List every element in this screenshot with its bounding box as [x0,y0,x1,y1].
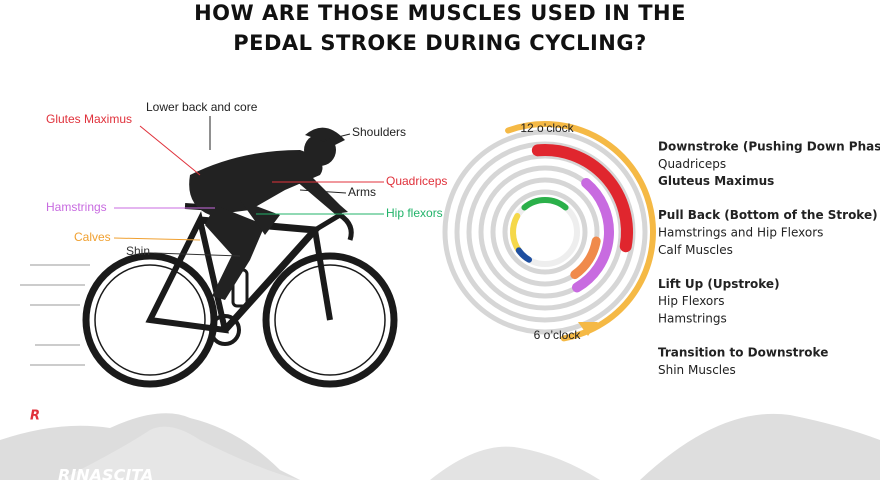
leader-line [139,125,201,176]
phase-item: Calf Muscles [658,243,733,257]
activity-arcs [505,121,656,342]
mountain [430,446,600,480]
speed-lines [20,264,90,366]
muscle-label: Arms [348,185,376,199]
arc [521,197,569,211]
brand: RINASCITA [58,466,153,480]
rider [189,127,348,300]
phase-item: Shin Muscles [658,363,736,377]
arc [572,177,614,293]
phase-item: Hip Flexors [658,294,724,308]
phase-item: Hamstrings and Hip Flexors [658,226,823,240]
muscle-label: Hip flexors [386,206,443,220]
arc [515,247,532,263]
muscle-label: Quadriceps [386,174,447,188]
muscle-label: Lower back and core [146,100,258,114]
leader-line [153,252,241,257]
muscle-label: Calves [74,230,111,244]
muscle-label: Shin [126,244,150,258]
phase-title: Downstroke (Pushing Down Phase) [658,140,880,154]
phase-title: Pull Back (Bottom of the Stroke) [658,208,878,222]
logo-mark: R [30,409,40,424]
leader-line [113,237,201,241]
arc [531,144,633,253]
phase-item: Hamstrings [658,312,727,326]
clock-label: 6 o’clock [534,328,582,342]
arc [510,213,522,254]
muscle-label: Hamstrings [46,200,107,214]
phase-item: Gluteus Maximus [658,174,774,188]
bicycle [82,203,398,388]
mountain [60,426,300,480]
phase-title: Transition to Downstroke [658,346,828,360]
mountain [640,413,880,480]
clock-label: 12 o’clock [520,121,574,135]
phase-item: Quadriceps [658,157,726,171]
leader-line [299,189,347,194]
arc [505,121,656,342]
title-line: HOW ARE THOSE MUSCLES USED IN THE [194,1,686,25]
arc [570,236,601,280]
arrow-head [578,322,598,336]
clock-rings [442,129,648,335]
title-line: PEDAL STROKE DURING CYCLING? [233,31,647,55]
muscle-label: Glutes Maximus [46,112,132,126]
phase-title: Lift Up (Upstroke) [658,277,780,291]
muscle-label: Shoulders [352,125,406,139]
leader-line [317,133,351,143]
